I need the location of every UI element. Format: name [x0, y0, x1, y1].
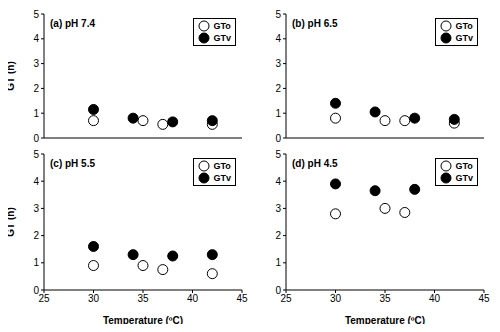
svg-text:4: 4 [33, 33, 39, 44]
svg-text:0: 0 [33, 133, 39, 144]
svg-text:2: 2 [275, 83, 281, 94]
svg-text:2: 2 [33, 230, 39, 241]
svg-text:Temperature (ºC): Temperature (ºC) [103, 315, 183, 324]
svg-text:45: 45 [236, 293, 248, 304]
svg-text:25: 25 [280, 293, 292, 304]
svg-text:4: 4 [33, 176, 39, 187]
svg-text:3: 3 [275, 58, 281, 69]
svg-text:0: 0 [33, 285, 39, 296]
svg-text:3: 3 [33, 58, 39, 69]
svg-text:0: 0 [275, 285, 281, 296]
svg-text:1: 1 [275, 257, 281, 268]
svg-text:GT (h): GT (h) [8, 61, 16, 90]
svg-text:4: 4 [275, 33, 281, 44]
svg-text:Temperature (ºC): Temperature (ºC) [345, 315, 425, 324]
svg-text:5: 5 [33, 9, 39, 20]
svg-text:5: 5 [275, 9, 281, 20]
html-text:(d) pH 4.5: (d) pH 4.5 [292, 158, 338, 169]
svg-text:30: 30 [330, 293, 342, 304]
html-text:GTo: GTo [455, 161, 473, 171]
svg-text:5: 5 [275, 149, 281, 160]
svg-text:3: 3 [275, 203, 281, 214]
html-text:GTo: GTo [213, 21, 231, 31]
html-text:GTv: GTv [455, 33, 473, 43]
svg-text:5: 5 [33, 149, 39, 160]
html-text:GTv: GTv [213, 173, 231, 183]
svg-text:40: 40 [187, 293, 199, 304]
svg-text:1: 1 [33, 108, 39, 119]
html-text:GTo: GTo [455, 21, 473, 31]
svg-text:0: 0 [275, 133, 281, 144]
html-text:(c) pH 5.5: (c) pH 5.5 [50, 158, 95, 169]
svg-text:1: 1 [275, 108, 281, 119]
svg-text:25: 25 [38, 293, 50, 304]
svg-text:3: 3 [33, 203, 39, 214]
html-text:(a) pH 7.4: (a) pH 7.4 [50, 18, 95, 29]
html-text:GTo: GTo [213, 161, 231, 171]
svg-text:2: 2 [275, 230, 281, 241]
svg-text:45: 45 [478, 293, 490, 304]
svg-text:4: 4 [275, 176, 281, 187]
svg-text:35: 35 [137, 293, 149, 304]
html-text:GTv: GTv [213, 33, 231, 43]
html-text:(b) pH 6.5: (b) pH 6.5 [292, 18, 338, 29]
html-text:GTv: GTv [455, 173, 473, 183]
svg-text:GT (h): GT (h) [8, 207, 16, 236]
svg-text:35: 35 [379, 293, 391, 304]
svg-text:2: 2 [33, 83, 39, 94]
svg-text:40: 40 [429, 293, 441, 304]
svg-text:1: 1 [33, 257, 39, 268]
svg-text:30: 30 [88, 293, 100, 304]
